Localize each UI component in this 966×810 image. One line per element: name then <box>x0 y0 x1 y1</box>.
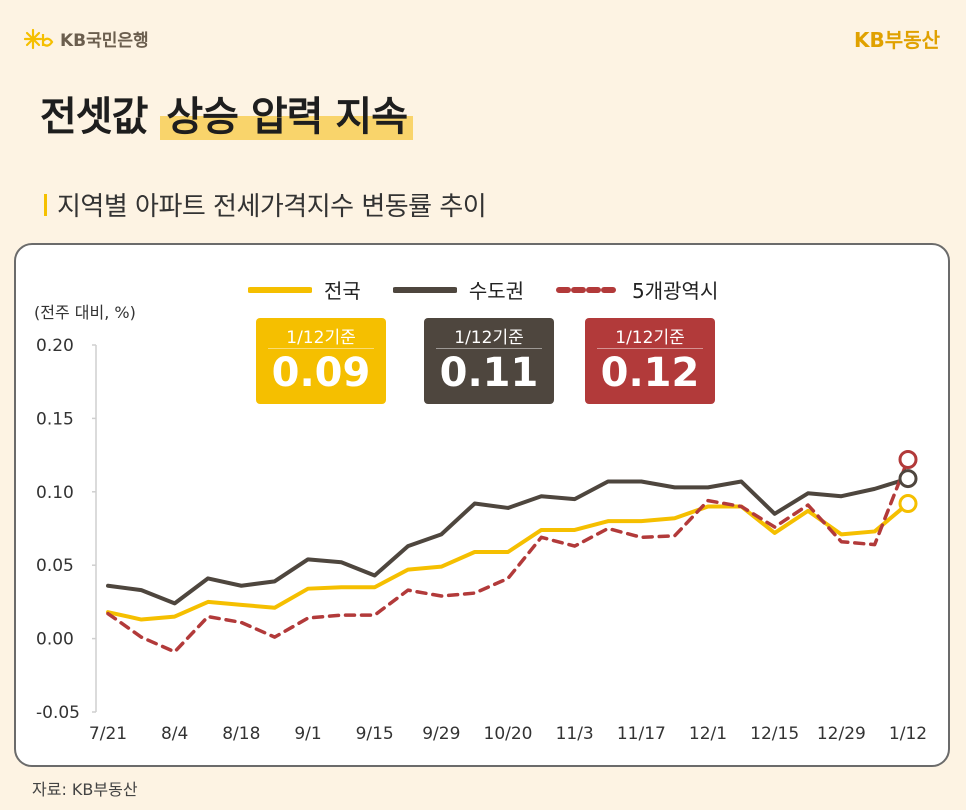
x-tick-label: 8/4 <box>161 724 188 744</box>
x-tick-label: 10/20 <box>484 724 533 744</box>
legend-label-capital: 수도권 <box>468 279 525 303</box>
y-tick-label: 0.20 <box>36 336 74 356</box>
x-tick-label: 12/15 <box>750 724 799 744</box>
callout-metro5-value: 0.12 <box>600 350 700 396</box>
legend-item-national: 전국 <box>248 275 361 304</box>
callout-capital: 1/12기준 0.11 <box>424 318 554 404</box>
chart-legend: 전국 수도권 5개광역시 <box>248 275 718 304</box>
series-line-metro5 <box>106 457 910 654</box>
kb-real-estate-brand: KB부동산 <box>854 28 940 52</box>
y-tick-label: 0.10 <box>36 483 74 503</box>
x-tick-label: 8/18 <box>222 724 260 744</box>
x-tick-label: 9/15 <box>356 724 394 744</box>
kb-star-icon <box>24 28 54 49</box>
title-highlight: 상승 압력 지속 <box>160 94 413 140</box>
line-chart: 0.20 0.15 0.10 0.05 0.00 -0.05 7/21 8/4 8/18 9/1 9… <box>36 336 927 744</box>
y-tick-label: 0.05 <box>36 556 74 576</box>
endpoint-marker-metro5 <box>898 450 918 470</box>
y-tick-label: 0.15 <box>36 409 74 429</box>
subtitle-accent-bar <box>44 193 47 216</box>
legend-item-metro5: 5개광역시 <box>556 275 718 304</box>
callout-capital-value: 0.11 <box>439 350 539 396</box>
page-title: 전셋값 상승 압력 지속 <box>40 84 413 142</box>
callout-capital-caption: 1/12기준 <box>454 328 524 348</box>
callout-metro5: 1/12기준 0.12 <box>585 318 715 404</box>
source-note: 자료: KB부동산 <box>32 780 138 799</box>
x-tick-label: 1/12 <box>889 724 927 744</box>
endpoint-marker-national <box>898 494 918 514</box>
x-tick-label: 9/29 <box>422 724 460 744</box>
subtitle-text: 지역별 아파트 전세가격지수 변동률 추이 <box>57 192 487 222</box>
callout-national: 1/12기준 0.09 <box>256 318 386 404</box>
legend-swatch-capital <box>392 286 457 293</box>
legend-swatch-metro5 <box>556 286 621 293</box>
callout-metro5-caption: 1/12기준 <box>615 328 685 348</box>
endpoint-marker-capital <box>898 469 918 489</box>
bank-name: KB국민은행 <box>60 31 149 51</box>
x-tick-label: 12/1 <box>689 724 727 744</box>
legend-label-national: 전국 <box>324 279 361 303</box>
legend-swatch-national <box>248 286 312 293</box>
series-line-national <box>106 501 910 622</box>
series-line-capital <box>106 476 910 606</box>
y-tick-label: -0.05 <box>36 703 80 723</box>
legend-label-metro5: 5개광역시 <box>632 279 719 303</box>
callout-national-value: 0.09 <box>271 350 371 396</box>
legend-item-capital: 수도권 <box>392 275 525 304</box>
x-tick-label: 11/3 <box>556 724 594 744</box>
x-tick-label: 12/29 <box>817 724 866 744</box>
callout-national-caption: 1/12기준 <box>286 328 356 348</box>
y-axis-unit: (전주 대비, %) <box>34 303 136 322</box>
subtitle: 지역별 아파트 전세가격지수 변동률 추이 <box>44 186 487 223</box>
x-tick-label: 11/17 <box>617 724 666 744</box>
chart-card: 0.20 0.15 0.10 0.05 0.00 -0.05 7/21 8/4 8/18 9/1 9… <box>14 243 950 767</box>
x-tick-label: 9/1 <box>294 724 321 744</box>
y-tick-label: 0.00 <box>36 630 74 650</box>
kb-bank-logo: KB국민은행 <box>24 26 149 51</box>
title-part1: 전셋값 <box>40 94 148 140</box>
x-tick-label: 7/21 <box>89 724 127 744</box>
